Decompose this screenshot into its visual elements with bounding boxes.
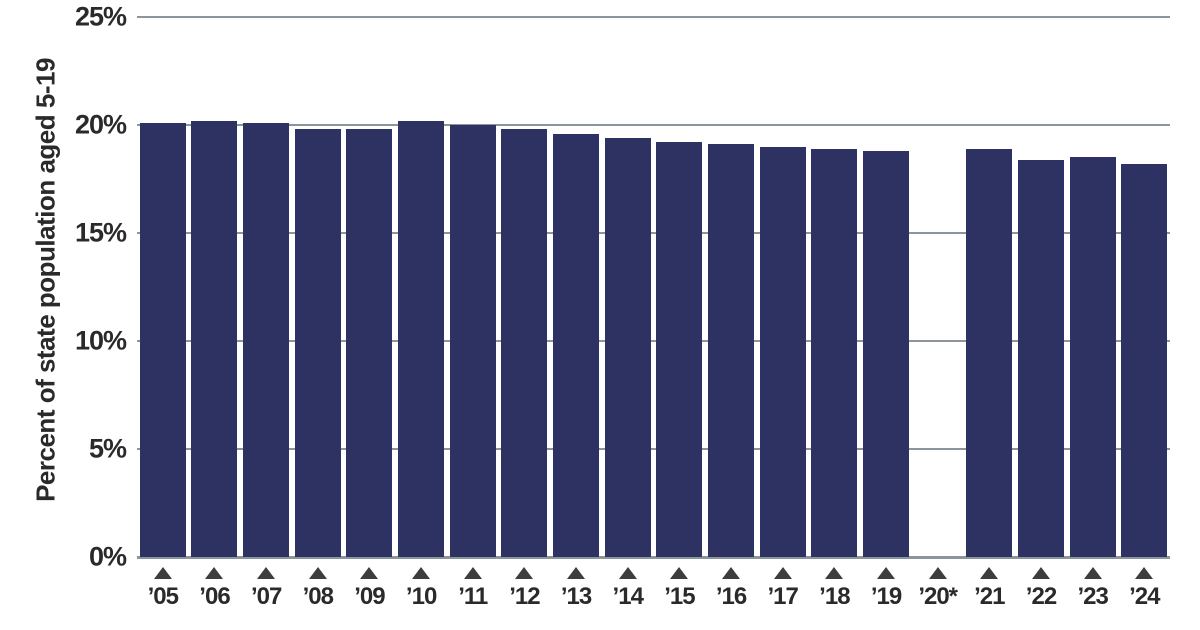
y-tick-label-10: 10% bbox=[74, 325, 127, 356]
x-tick-label-22: ’22 bbox=[1025, 583, 1057, 610]
x-axis-slot-15: ’15 bbox=[654, 562, 706, 609]
x-axis-slot-21: ’21 bbox=[964, 562, 1016, 609]
triangle-marker-icon bbox=[877, 567, 896, 579]
triangle-marker-icon bbox=[1083, 567, 1102, 579]
gridline-15pct bbox=[137, 232, 1170, 234]
y-tick-label-20: 20% bbox=[74, 109, 127, 140]
triangle-marker-icon bbox=[360, 567, 379, 579]
x-tick-label-15: ’15 bbox=[664, 583, 695, 610]
bar-21 bbox=[966, 148, 1013, 557]
triangle-marker-icon bbox=[722, 567, 741, 579]
x-axis-slot-17: ’17 bbox=[757, 562, 809, 609]
triangle-marker-icon bbox=[412, 567, 431, 579]
bar-09 bbox=[346, 129, 393, 557]
y-tick-label-5: 5% bbox=[88, 433, 127, 464]
x-axis-slot-12: ’12 bbox=[499, 562, 551, 609]
bar-05 bbox=[139, 122, 186, 557]
bar-18 bbox=[811, 148, 858, 557]
triangle-marker-icon bbox=[1135, 567, 1154, 579]
gridline-0pct bbox=[137, 556, 1170, 559]
bar-23 bbox=[1069, 157, 1116, 557]
bar-22 bbox=[1017, 159, 1064, 557]
triangle-marker-icon bbox=[980, 567, 999, 579]
triangle-marker-icon bbox=[205, 567, 224, 579]
x-axis-slot-09: ’09 bbox=[344, 562, 396, 609]
x-tick-label-09: ’09 bbox=[354, 583, 385, 610]
x-tick-label-19: ’19 bbox=[870, 583, 902, 610]
x-axis-slot-05: ’05 bbox=[137, 562, 189, 609]
bar-13 bbox=[553, 133, 600, 557]
x-tick-label-10: ’10 bbox=[405, 583, 437, 610]
x-axis-slot-24: ’24 bbox=[1118, 562, 1170, 609]
x-axis-slot-14: ’14 bbox=[602, 562, 654, 609]
x-axis-slot-08: ’08 bbox=[292, 562, 344, 609]
x-tick-label-20: ’20* bbox=[918, 583, 958, 610]
bar-19 bbox=[862, 150, 909, 557]
x-axis-slot-11: ’11 bbox=[447, 562, 499, 609]
triangle-marker-icon bbox=[308, 567, 327, 579]
bar-08 bbox=[294, 129, 341, 557]
bar-06 bbox=[191, 120, 238, 557]
x-tick-label-16: ’16 bbox=[715, 583, 747, 610]
x-axis: ’05 ’06 ’07 ’08 ’09 ’10 ’11 ’12 ’13 ’14 ’15 ’16 ’17 ’… bbox=[137, 562, 1170, 609]
bar-24 bbox=[1121, 163, 1168, 557]
triangle-marker-icon bbox=[618, 567, 637, 579]
gridline-25pct bbox=[137, 16, 1170, 18]
x-axis-slot-13: ’13 bbox=[550, 562, 602, 609]
x-tick-label-24: ’24 bbox=[1129, 583, 1160, 610]
gridline-20pct bbox=[137, 124, 1170, 126]
triangle-marker-icon bbox=[463, 567, 482, 579]
triangle-marker-icon bbox=[773, 567, 792, 579]
x-tick-label-14: ’14 bbox=[612, 583, 644, 610]
x-tick-label-12: ’12 bbox=[509, 583, 540, 610]
x-axis-slot-23: ’23 bbox=[1067, 562, 1119, 609]
bar-14 bbox=[604, 137, 651, 557]
triangle-marker-icon bbox=[928, 567, 947, 579]
x-tick-label-18: ’18 bbox=[819, 583, 850, 610]
bar-15 bbox=[656, 142, 703, 557]
gridline-10pct bbox=[137, 340, 1170, 342]
x-tick-label-21: ’21 bbox=[974, 583, 1005, 610]
plot-area bbox=[137, 16, 1170, 559]
x-axis-slot-10: ’10 bbox=[395, 562, 447, 609]
bar-07 bbox=[243, 122, 290, 557]
triangle-marker-icon bbox=[257, 567, 276, 579]
gridline-5pct bbox=[137, 448, 1170, 450]
x-axis-slot-07: ’07 bbox=[240, 562, 292, 609]
triangle-marker-icon bbox=[670, 567, 689, 579]
x-tick-label-17: ’17 bbox=[767, 583, 799, 610]
x-axis-slot-20: ’20* bbox=[912, 562, 964, 609]
x-tick-label-06: ’06 bbox=[199, 583, 230, 610]
bar-11 bbox=[449, 125, 496, 557]
x-axis-slot-06: ’06 bbox=[189, 562, 241, 609]
y-tick-label-15: 15% bbox=[74, 217, 127, 248]
triangle-marker-icon bbox=[567, 567, 586, 579]
x-axis-slot-18: ’18 bbox=[809, 562, 861, 609]
x-axis-slot-19: ’19 bbox=[860, 562, 912, 609]
x-tick-label-05: ’05 bbox=[147, 583, 179, 610]
triangle-marker-icon bbox=[515, 567, 534, 579]
x-tick-label-13: ’13 bbox=[560, 583, 592, 610]
x-tick-label-23: ’23 bbox=[1077, 583, 1108, 610]
x-axis-slot-22: ’22 bbox=[1015, 562, 1067, 609]
bar-10 bbox=[398, 120, 445, 557]
bar-17 bbox=[759, 146, 806, 557]
x-tick-label-11: ’11 bbox=[458, 583, 488, 610]
triangle-marker-icon bbox=[1031, 567, 1050, 579]
x-tick-label-07: ’07 bbox=[250, 583, 282, 610]
x-axis-slot-16: ’16 bbox=[705, 562, 757, 609]
y-tick-label-0: 0% bbox=[88, 541, 127, 572]
bar-16 bbox=[707, 144, 754, 557]
triangle-marker-icon bbox=[153, 567, 172, 579]
x-tick-label-08: ’08 bbox=[302, 583, 334, 610]
y-tick-label-25: 25% bbox=[74, 1, 127, 32]
triangle-marker-icon bbox=[825, 567, 844, 579]
bar-12 bbox=[501, 129, 548, 557]
